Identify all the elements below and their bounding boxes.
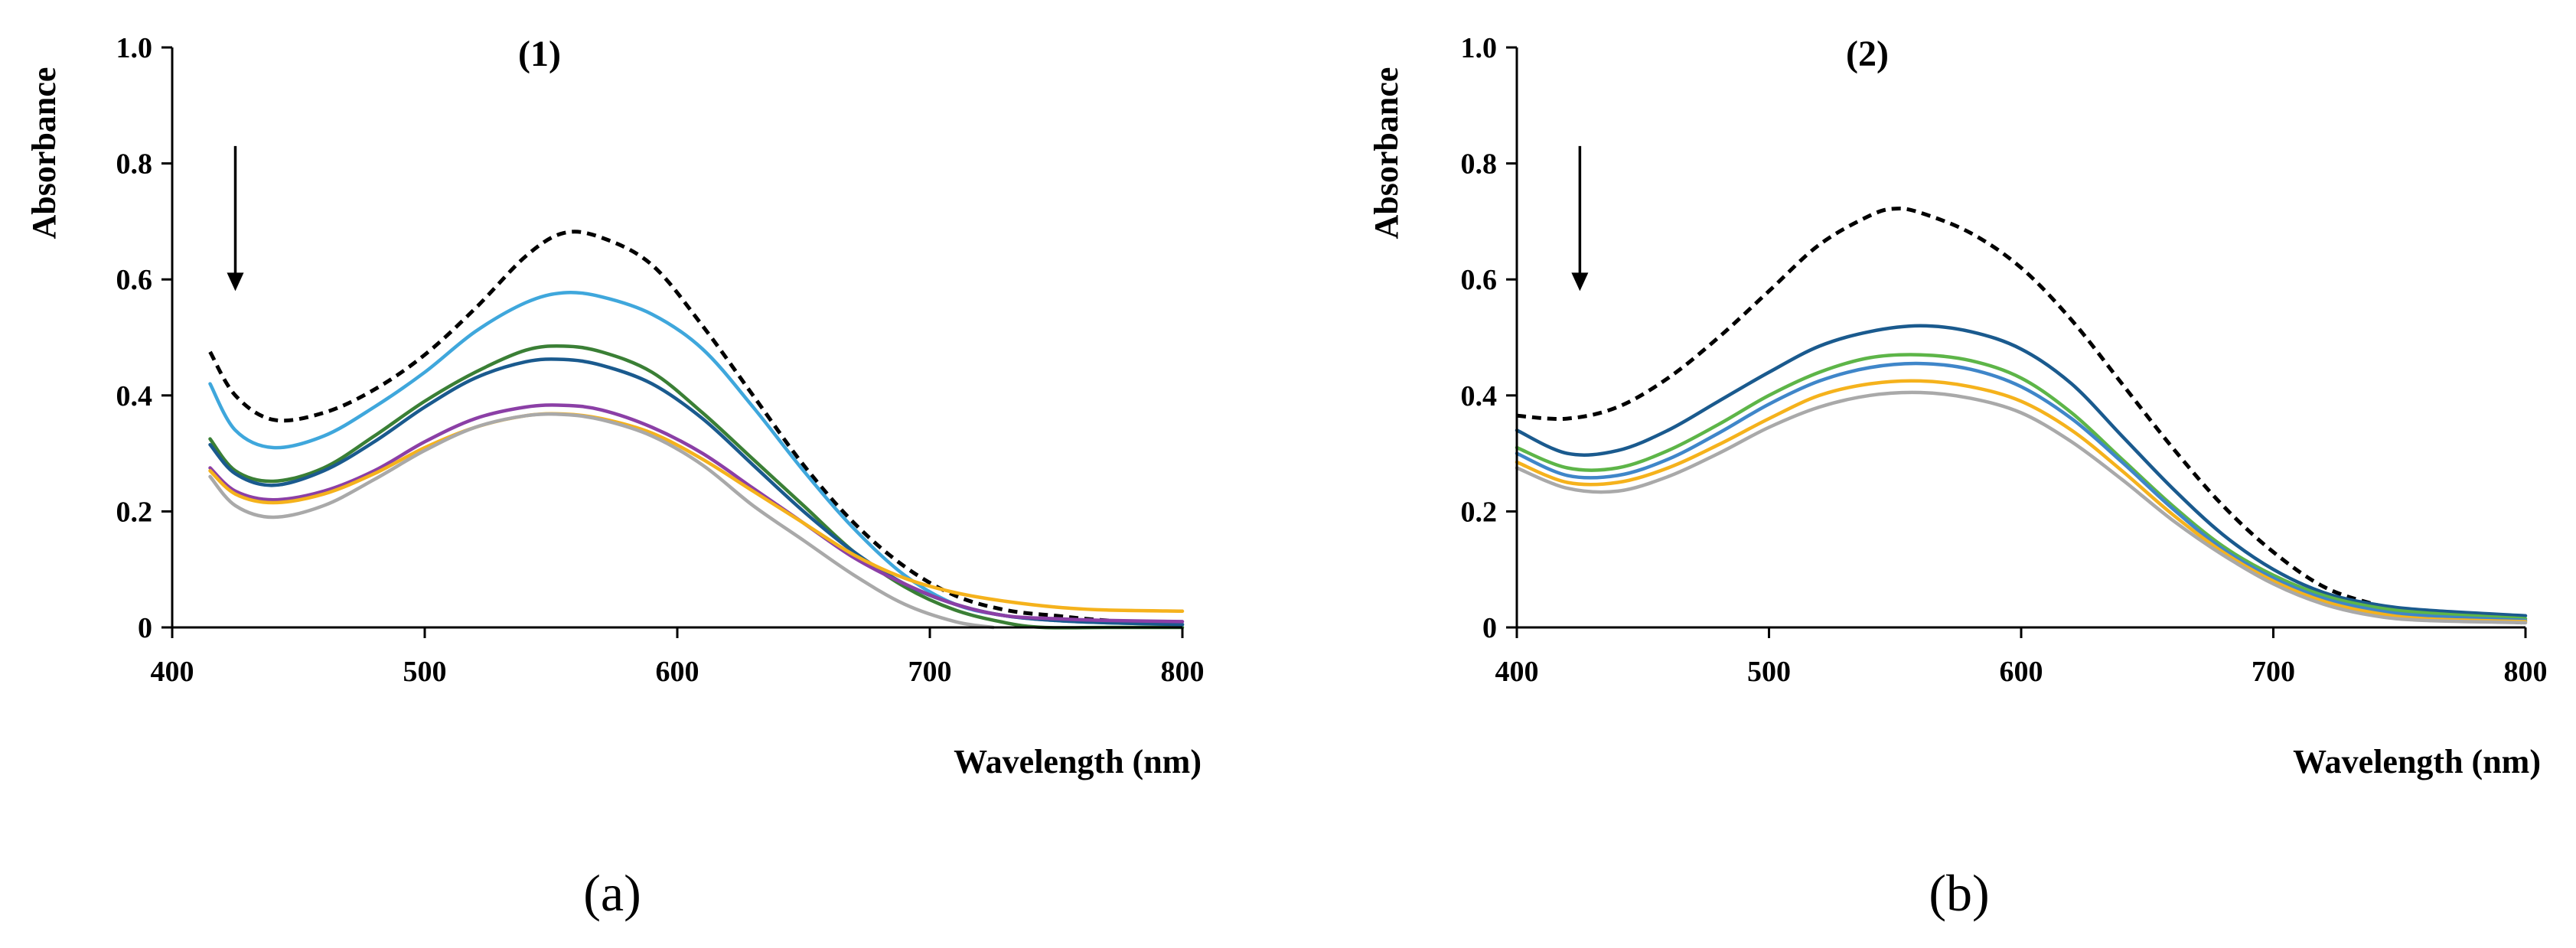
chart-b-x-tick-label: 400 bbox=[1495, 656, 1539, 688]
chart-panel-a: 0 0.2 0.4 0.6 0.8 1.0 400 500 600 700 800 (1) Wav… bbox=[25, 32, 1205, 922]
chart-b-series-4-line bbox=[1515, 361, 2528, 623]
chart-b-x-tick-label: 800 bbox=[2504, 656, 2548, 688]
chart-b-series-6-line bbox=[1515, 390, 2528, 625]
chart-a-series-3-line bbox=[208, 344, 1185, 630]
chart-b-arrow bbox=[1571, 145, 1589, 292]
chart-panel-b: 0 0.2 0.4 0.6 0.8 1.0 400 500 600 700 800 (2) Wav… bbox=[1368, 32, 2548, 922]
chart-a-series-5-line bbox=[208, 403, 1185, 624]
chart-a-y-tick-label: 0.2 bbox=[116, 496, 153, 528]
chart-b-y-axis-label: Absorbance bbox=[1368, 67, 1405, 239]
chart-a-x-tick-label: 600 bbox=[656, 656, 699, 688]
chart-a-y-tick-label: 0.6 bbox=[116, 264, 153, 296]
chart-a-series-1-line bbox=[208, 230, 1183, 626]
chart-b-title: (2) bbox=[1846, 34, 1889, 74]
chart-a-arrow bbox=[227, 145, 244, 292]
chart-b-x-tick-label: 700 bbox=[2252, 656, 2295, 688]
chart-b-series-5-line bbox=[1515, 379, 2528, 624]
chart-b-y-tick-label: 0.2 bbox=[1461, 496, 1498, 528]
chart-a-x-axis-label: Wavelength (nm) bbox=[954, 743, 1202, 780]
chart-b-series-1-line bbox=[1516, 207, 2526, 625]
chart-b-series-group bbox=[1515, 207, 2528, 625]
chart-a-series-2-line bbox=[208, 291, 1185, 627]
chart-a-x-tick-label: 500 bbox=[403, 656, 447, 688]
chart-a-y-axis-label: Absorbance bbox=[25, 67, 63, 239]
chart-a-y-tick-label: 0.4 bbox=[116, 380, 153, 412]
chart-a-series-6-line bbox=[208, 412, 1185, 614]
chart-b-panel-label: (b) bbox=[1929, 864, 1989, 922]
chart-b-y-tick-label: 0 bbox=[1482, 612, 1497, 644]
chart-a-x-tick-label: 400 bbox=[151, 656, 194, 688]
chart-b-x-tick-label: 500 bbox=[1747, 656, 1791, 688]
chart-b-series-3-line bbox=[1515, 353, 2528, 621]
chart-b-y-tick-label: 0.6 bbox=[1461, 264, 1498, 296]
chart-a-y-tick-label: 0 bbox=[138, 612, 152, 644]
chart-b-x-axis-label: Wavelength (nm) bbox=[2293, 743, 2541, 780]
chart-b-arrow-head bbox=[1571, 272, 1589, 292]
chart-a-title: (1) bbox=[518, 34, 561, 74]
chart-a-panel-label: (a) bbox=[583, 864, 641, 922]
chart-a-arrow-head bbox=[227, 272, 244, 292]
chart-b-x-tick-label: 600 bbox=[2000, 656, 2043, 688]
chart-b-y-ticks: 0 0.2 0.4 0.6 0.8 1.0 bbox=[1461, 32, 1517, 644]
chart-b-y-tick-label: 0.8 bbox=[1461, 148, 1498, 181]
chart-a-series-4-line bbox=[208, 357, 1185, 627]
chart-b-y-tick-label: 0.4 bbox=[1461, 380, 1498, 412]
chart-a-series-group bbox=[208, 230, 1185, 630]
chart-a-series-7-line bbox=[208, 412, 995, 630]
chart-b-y-tick-label: 1.0 bbox=[1461, 32, 1498, 64]
chart-b-x-ticks: 400 500 600 700 800 bbox=[1495, 627, 2548, 688]
chart-a-y-tick-label: 1.0 bbox=[116, 32, 153, 64]
chart-a-y-tick-label: 0.8 bbox=[116, 148, 153, 181]
chart-a-x-tick-label: 800 bbox=[1161, 656, 1205, 688]
chart-a-y-ticks: 0 0.2 0.4 0.6 0.8 1.0 bbox=[116, 32, 172, 644]
chart-a-x-ticks: 400 500 600 700 800 bbox=[151, 627, 1205, 688]
chart-a-x-tick-label: 700 bbox=[908, 656, 952, 688]
chart-b-series-2-line bbox=[1515, 324, 2528, 618]
